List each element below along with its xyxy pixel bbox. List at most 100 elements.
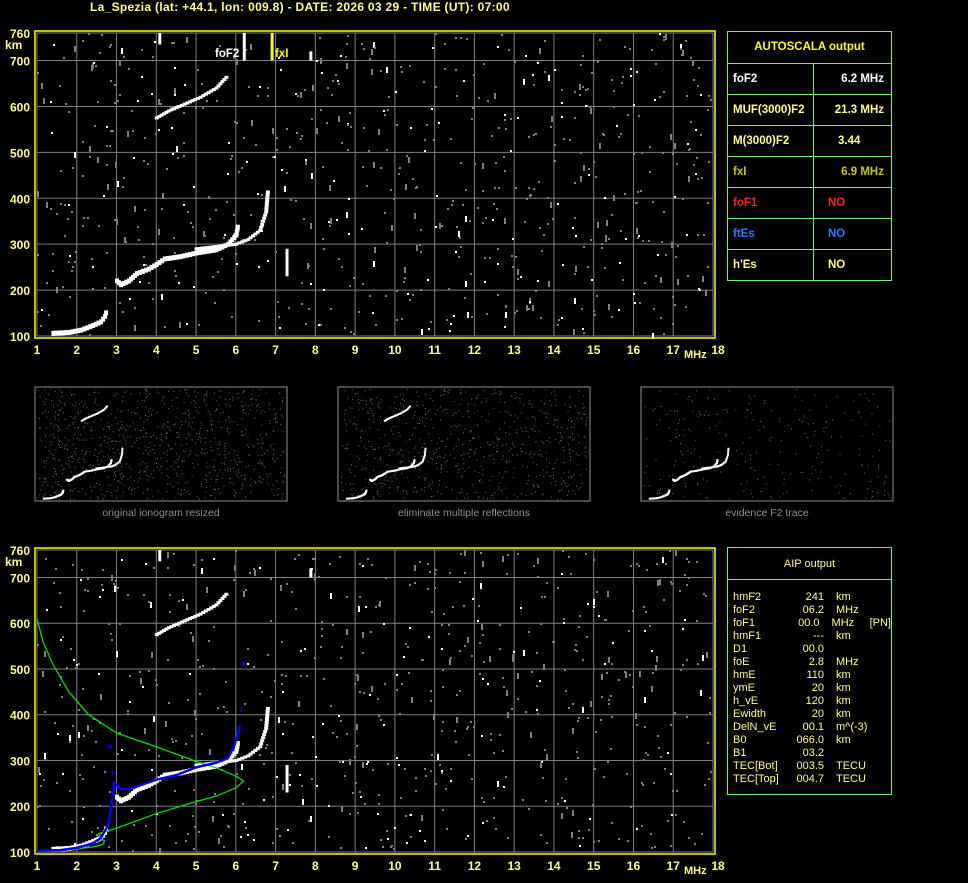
noise-dot (177, 482, 179, 484)
noise-dot (278, 57, 280, 59)
noise-dot (280, 423, 282, 425)
noise-dot (883, 494, 885, 496)
noise-dot (318, 324, 320, 326)
noise-dot (143, 471, 145, 473)
noise-dot (64, 204, 66, 206)
noise-dot (127, 713, 129, 715)
noise-dot (527, 436, 529, 438)
noise-dot (520, 412, 522, 414)
echo-f-x-trace (225, 243, 230, 247)
noise-dot (566, 494, 568, 496)
noise-dot (454, 730, 456, 732)
noise-dot (551, 404, 553, 406)
noise-dot (858, 454, 860, 456)
noise-dot (838, 492, 840, 494)
noise-dot (339, 761, 341, 763)
echo-f-x-trace (237, 241, 242, 245)
noise-dot (171, 447, 173, 449)
noise-dot (237, 424, 239, 426)
noise-dot (589, 818, 591, 820)
noise-dot (276, 137, 278, 139)
aip-param: Ewidth (733, 708, 767, 720)
echo-f-x-trace (211, 245, 216, 249)
noise-dot (522, 799, 524, 801)
noise-dot (465, 391, 467, 393)
noise-dot (394, 413, 396, 415)
y-axis-unit: km (5, 38, 22, 52)
noise-dot (422, 404, 424, 406)
noise-dot (811, 490, 813, 492)
noise-dot (505, 431, 507, 433)
noise-dot (50, 444, 52, 446)
noise-dot (379, 601, 381, 607)
aip-unit (836, 747, 876, 760)
echo-streak (285, 248, 289, 277)
noise-dot (224, 234, 226, 236)
noise-dot (45, 460, 47, 462)
noise-dot (201, 568, 203, 574)
noise-dot (477, 620, 479, 622)
noise-dot (304, 648, 306, 650)
noise-dot (379, 437, 381, 439)
noise-dot (636, 563, 638, 565)
noise-dot (156, 466, 158, 468)
noise-dot (349, 759, 351, 765)
noise-dot (275, 421, 277, 423)
noise-dot (189, 434, 191, 436)
noise-dot (706, 480, 708, 482)
noise-dot (61, 696, 63, 698)
echo-multiple-reflection (224, 75, 229, 79)
noise-dot (243, 137, 245, 139)
noise-dot (593, 559, 595, 561)
noise-dot (565, 690, 567, 692)
noise-dot (606, 672, 608, 674)
noise-dot (728, 498, 730, 500)
noise-dot (402, 471, 404, 473)
echo-multiple-reflection (187, 617, 192, 621)
echo-f-o-trace (211, 247, 216, 253)
echo-f-x-trace (243, 755, 248, 759)
noise-dot (851, 419, 853, 421)
noise-dot (378, 803, 380, 805)
noise-dot (373, 162, 375, 168)
noise-dot (48, 450, 50, 452)
noise-dot (121, 466, 123, 468)
noise-dot (362, 408, 364, 410)
noise-dot (665, 563, 667, 565)
noise-dot (160, 465, 162, 467)
noise-dot (410, 127, 412, 129)
thumbnail-echo (97, 467, 100, 470)
noise-dot (675, 814, 677, 816)
noise-dot (237, 469, 239, 471)
noise-dot (164, 423, 166, 425)
noise-dot (544, 413, 546, 415)
noise-dot (167, 483, 169, 485)
noise-dot (497, 46, 499, 48)
noise-dot (581, 482, 583, 484)
noise-dot (825, 420, 827, 422)
noise-dot (87, 578, 89, 580)
noise-dot (121, 424, 123, 426)
noise-dot (390, 189, 392, 191)
noise-dot (552, 477, 554, 479)
noise-dot (183, 204, 185, 206)
noise-dot (574, 649, 576, 651)
noise-dot (412, 294, 414, 296)
y-tick-label: 100 (10, 330, 30, 344)
echo-f-x-trace (217, 244, 222, 248)
noise-dot (505, 410, 507, 412)
noise-dot (470, 398, 472, 400)
noise-dot (200, 441, 202, 443)
noise-dot (407, 293, 409, 295)
noise-dot (399, 408, 401, 410)
noise-dot (672, 296, 674, 298)
noise-dot (115, 162, 117, 168)
echo-multiple-reflection (172, 107, 177, 111)
noise-dot (100, 444, 102, 446)
echo-multiple-reflection (203, 92, 208, 96)
noise-dot (369, 694, 371, 696)
noise-dot (119, 434, 121, 436)
echo-multiple-reflection (190, 99, 195, 103)
noise-dot (259, 406, 261, 408)
noise-dot (556, 419, 558, 421)
